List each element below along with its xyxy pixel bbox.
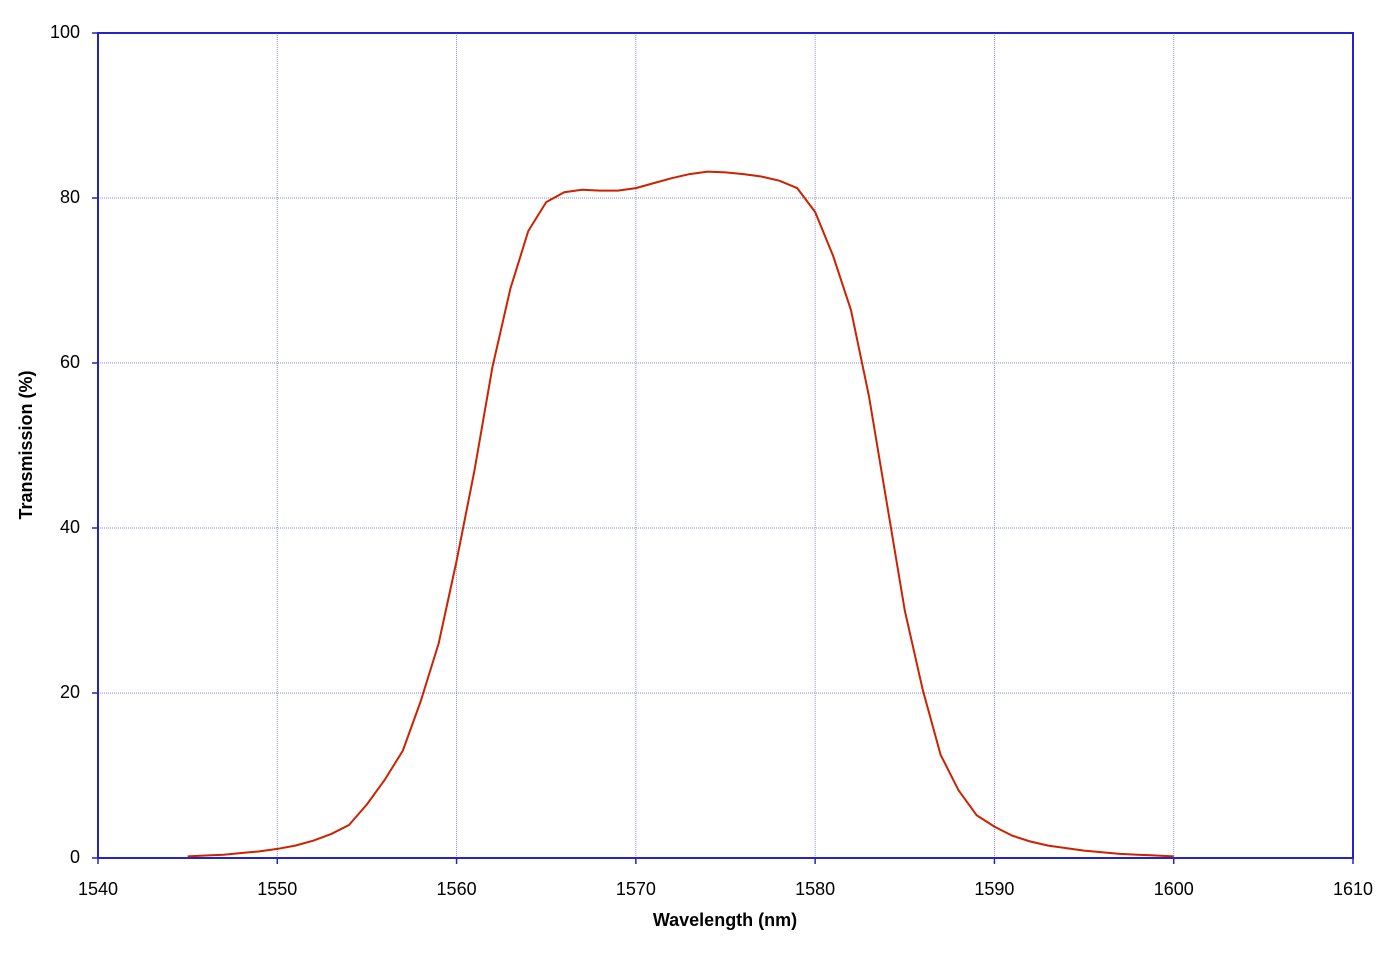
y-tick-label: 60 [60, 352, 80, 372]
x-tick-label: 1590 [974, 879, 1014, 899]
y-tick-label: 100 [50, 22, 80, 42]
y-tick-label: 0 [70, 847, 80, 867]
x-tick-label: 1610 [1333, 879, 1373, 899]
plot-frame [97, 32, 1354, 859]
x-tick-label: 1580 [795, 879, 835, 899]
y-tick-label: 20 [60, 682, 80, 702]
y-tick-label: 40 [60, 517, 80, 537]
y-tick-label: 80 [60, 187, 80, 207]
y-axis-title: Transmission (%) [16, 370, 36, 519]
x-tick-label: 1540 [78, 879, 118, 899]
data-line [187, 170, 1174, 858]
x-tick-label: 1600 [1154, 879, 1194, 899]
x-tick-label: 1550 [257, 879, 297, 899]
x-tick-label: 1560 [437, 879, 477, 899]
x-tick-label: 1570 [616, 879, 656, 899]
x-axis-title: Wavelength (nm) [653, 910, 797, 930]
